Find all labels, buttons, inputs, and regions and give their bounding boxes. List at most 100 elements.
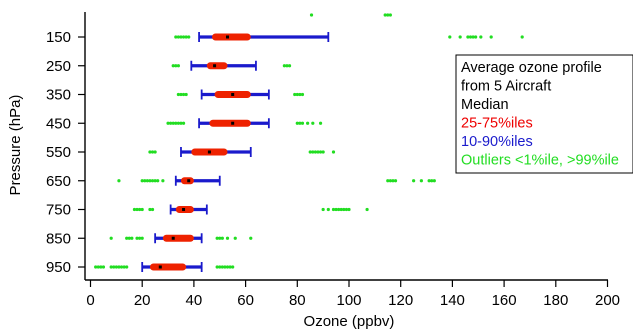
outlier-point [318,121,323,125]
outlier-point [471,35,475,39]
outlier-point [489,35,493,39]
outlier-point [388,13,392,17]
legend-box [455,54,633,174]
legend-entry: Outliers <1%ile, >99%ile [461,153,619,169]
y-tick-label: 750 [46,202,71,219]
median-marker [171,236,175,240]
outlier-point [179,35,183,39]
outlier-point [300,92,305,97]
outlier-point [347,207,351,212]
outlier-point [344,207,349,212]
y-axis-title: Pressure (hPa) [7,95,24,196]
median-marker [207,150,211,154]
outlier-point [174,64,178,68]
outlier-point [331,207,336,212]
outlier-point [479,35,483,39]
outlier-point [427,179,431,183]
outlier-point [171,64,175,68]
outlier-point [218,265,222,269]
outlier-point [432,179,436,183]
outlier-point [282,64,286,68]
outlier-point [130,236,134,240]
outlier-point [233,236,237,240]
outlier-point [306,121,310,125]
outlier-point [176,35,180,39]
iqr-bar [162,234,194,242]
outlier-layer [94,13,524,269]
outlier-point [109,265,113,269]
outlier-point [171,121,175,125]
outlier-point [383,13,387,17]
outlier-point [249,236,253,240]
iqr-bar [209,119,251,127]
outlier-point [179,92,183,97]
outlier-point [174,121,178,125]
outlier-point [184,92,188,97]
outlier-point [148,150,152,154]
x-ticks: 0 20 40 60 80 100 120 140 160 180 200 [86,280,620,309]
outlier-point [225,265,230,269]
outlier-point [388,179,392,183]
x-tick-label: 140 [440,292,465,309]
outlier-point [474,35,478,39]
outlier-point [293,92,297,97]
legend-entry: 10-90%iles [461,134,533,150]
outlier-point [430,179,434,183]
legend-entry: Average ozone profile [461,60,602,76]
outlier-point [174,35,178,39]
outlier-point [150,207,155,212]
iqr-bar [149,263,187,271]
outlier-point [342,207,346,212]
outlier-point [150,179,155,183]
iqr-bar [206,62,228,70]
outlier-point [176,121,180,125]
outlier-point [313,150,317,154]
outlier-point [311,150,315,154]
outlier-point [448,35,452,39]
outlier-point [135,236,139,240]
outlier-point [101,265,106,269]
outlier-point [386,179,390,183]
outlier-point [117,179,121,183]
outlier-point [458,35,462,39]
legend: Average ozone profile from 5 Aircraft Medi… [455,54,633,174]
outlier-point [153,179,157,183]
outlier-point [166,121,170,125]
outlier-point [122,265,126,269]
outlier-point [114,265,118,269]
outlier-point [138,236,142,240]
outlier-point [215,265,219,269]
outlier-point [295,92,299,97]
outlier-point [179,121,183,125]
outlier-point [148,207,152,212]
outlier-point [215,236,219,240]
legend-entry: 25-75%iles [461,116,533,132]
outlier-point [309,13,314,17]
outlier-point [520,35,524,39]
outlier-point [316,150,320,154]
outlier-point [223,265,227,269]
outlier-point [337,207,341,212]
outlier-point [176,92,180,97]
x-tick-label: 160 [492,292,517,309]
outlier-point [308,150,312,154]
outlier-point [181,92,186,97]
outlier-point [176,64,180,68]
outlier-point [96,265,100,269]
outlier-point [218,236,222,240]
outlier-point [94,265,98,269]
outlier-point [468,35,473,39]
outlier-point [169,121,173,125]
outlier-point [148,179,152,183]
outlier-point [466,35,470,39]
outlier-point [161,179,165,183]
outlier-point [143,179,147,183]
outlier-point [119,265,124,269]
median-marker [213,64,217,68]
outlier-point [318,150,323,154]
outlier-point [181,35,186,39]
outlier-point [228,265,232,269]
median-marker [187,179,191,183]
outlier-point [153,150,157,154]
